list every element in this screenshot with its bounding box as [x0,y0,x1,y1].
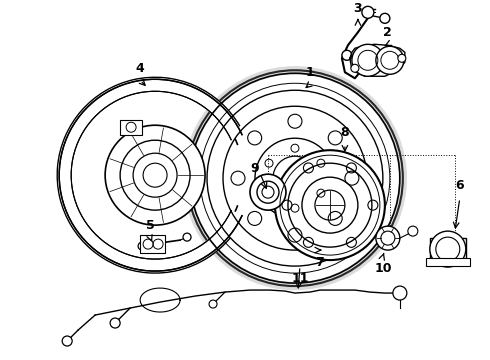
Circle shape [408,226,418,236]
Text: 7: 7 [316,256,324,269]
Text: 9: 9 [251,162,259,175]
Circle shape [187,70,403,286]
Circle shape [250,174,286,210]
Text: 3: 3 [354,2,362,15]
Circle shape [393,286,407,300]
Wedge shape [57,77,247,273]
Bar [430,238,466,260]
Circle shape [209,300,217,308]
Text: 8: 8 [341,126,349,139]
Circle shape [183,233,191,241]
Circle shape [430,231,466,267]
Circle shape [105,125,205,225]
Text: 4: 4 [136,62,145,75]
Text: 11: 11 [291,271,309,284]
Circle shape [380,13,390,23]
Circle shape [138,242,146,250]
Text: 6: 6 [456,179,464,192]
Circle shape [110,318,120,328]
Text: 1: 1 [306,66,314,79]
Circle shape [352,44,384,76]
Circle shape [376,226,400,250]
Bar [140,235,165,253]
Polygon shape [59,79,242,271]
Text: 10: 10 [374,262,392,275]
Circle shape [342,50,352,60]
Circle shape [275,150,385,260]
Circle shape [376,46,404,74]
Polygon shape [350,44,405,76]
Text: 5: 5 [146,219,154,231]
Bar [426,258,470,266]
Bar [120,120,142,135]
Circle shape [62,336,72,346]
Circle shape [362,6,374,18]
Text: 2: 2 [384,26,392,39]
Circle shape [351,64,359,72]
Circle shape [398,54,406,62]
